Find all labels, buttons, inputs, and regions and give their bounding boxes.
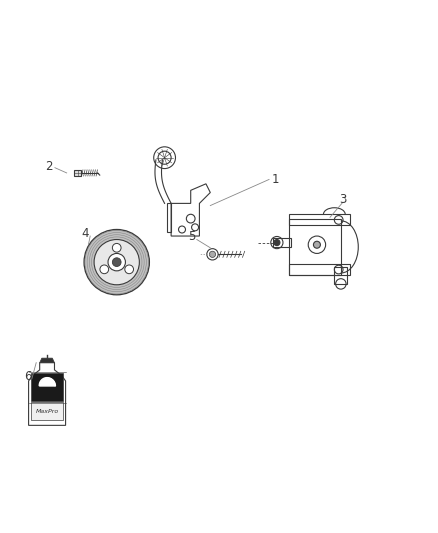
Circle shape — [84, 230, 149, 295]
Bar — [289, 219, 341, 275]
Polygon shape — [28, 362, 66, 425]
Text: 2: 2 — [45, 160, 52, 173]
Circle shape — [209, 251, 215, 257]
Text: 5: 5 — [188, 230, 196, 244]
Text: M: M — [44, 379, 50, 384]
Circle shape — [274, 239, 280, 246]
Text: 4: 4 — [81, 227, 89, 240]
Circle shape — [100, 265, 109, 273]
Bar — [273, 238, 291, 247]
Polygon shape — [40, 358, 54, 362]
Bar — [31, 402, 64, 420]
Bar — [289, 214, 350, 225]
Text: MaxPro: MaxPro — [35, 409, 59, 414]
Circle shape — [125, 265, 134, 273]
Bar — [31, 373, 64, 400]
Circle shape — [113, 258, 121, 266]
Text: 1: 1 — [272, 173, 279, 186]
Text: 6: 6 — [24, 370, 31, 383]
Circle shape — [108, 254, 125, 271]
Circle shape — [113, 244, 121, 252]
Bar — [334, 266, 347, 284]
Circle shape — [314, 241, 321, 248]
Text: 3: 3 — [339, 192, 347, 206]
Bar — [289, 264, 350, 275]
Circle shape — [94, 239, 139, 285]
Bar — [74, 171, 81, 175]
